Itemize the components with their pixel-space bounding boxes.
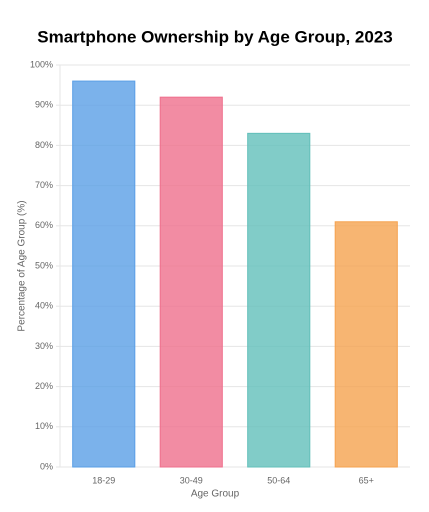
y-tick-label: 100% [30,59,53,69]
x-tick-label: 30-49 [180,475,203,485]
y-tick-label: 60% [35,220,53,230]
y-axis-title: Percentage of Age Group (%) [17,200,28,331]
x-tick-label: 18-29 [92,475,115,485]
x-tick-label: 65+ [359,475,374,485]
bar [247,132,311,468]
bar [72,80,136,468]
y-tick-label: 40% [35,301,53,311]
bar [159,96,223,468]
y-tick-label: 90% [35,100,53,110]
x-tick-label: 50-64 [267,475,290,485]
y-tick-label: 70% [35,180,53,190]
y-tick-label: 20% [35,381,53,391]
y-tick-label: 50% [35,260,53,270]
bar [334,221,398,468]
y-tick-label: 0% [40,461,53,471]
chart-title: Smartphone Ownership by Age Group, 2023 [37,27,393,46]
y-tick-label: 30% [35,341,53,351]
x-axis-title: Age Group [191,489,240,500]
y-tick-label: 80% [35,140,53,150]
y-tick-label: 10% [35,421,53,431]
